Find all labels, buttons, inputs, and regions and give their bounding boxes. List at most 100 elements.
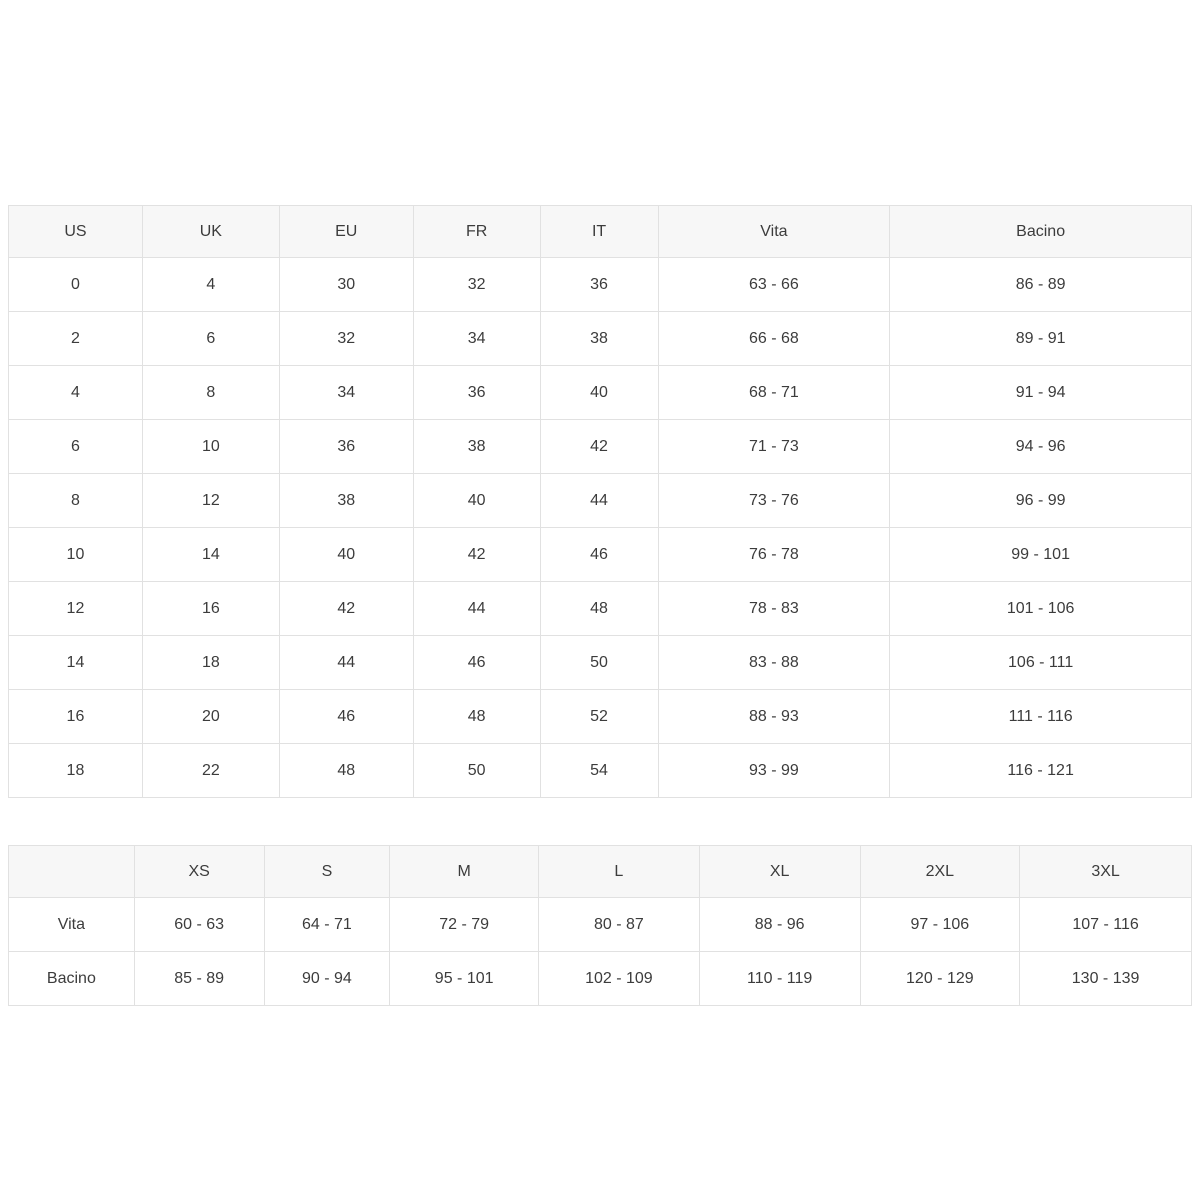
table-cell: 42 bbox=[539, 419, 659, 474]
table-cell: 116 - 121 bbox=[889, 743, 1192, 798]
column-header: IT bbox=[539, 205, 659, 258]
table-cell: 32 bbox=[278, 311, 414, 366]
table-row: 8 12 38 40 44 73 - 76 96 - 99 bbox=[8, 473, 1192, 528]
letter-size-measurements-table: XS S M L XL 2XL 3XL Vita 60 - 63 64 - 71 72 - 79 8… bbox=[8, 845, 1192, 1006]
table-cell: 91 - 94 bbox=[889, 365, 1192, 420]
table-cell: 38 bbox=[412, 419, 541, 474]
table-cell: 4 bbox=[141, 257, 280, 312]
column-header: FR bbox=[412, 205, 541, 258]
table-cell: 130 - 139 bbox=[1019, 951, 1192, 1006]
table-cell: 46 bbox=[539, 527, 659, 582]
table-cell: 6 bbox=[8, 419, 143, 474]
table-row: 0 4 30 32 36 63 - 66 86 - 89 bbox=[8, 257, 1192, 312]
table-cell: 95 - 101 bbox=[389, 951, 539, 1006]
size-conversion-table: US UK EU FR IT Vita Bacino 0 4 30 32 36 63 - 66 86 -… bbox=[8, 205, 1192, 798]
table-cell: 2 bbox=[8, 311, 143, 366]
table-cell: 63 - 66 bbox=[657, 257, 891, 312]
table-cell: 38 bbox=[278, 473, 414, 528]
column-header: EU bbox=[278, 205, 414, 258]
header-row: XS S M L XL 2XL 3XL bbox=[8, 845, 1192, 898]
table-cell: 14 bbox=[141, 527, 280, 582]
table-cell: 4 bbox=[8, 365, 143, 420]
letter-size-table-header: XS S M L XL 2XL 3XL bbox=[8, 845, 1192, 898]
table-cell: 20 bbox=[141, 689, 280, 744]
table-cell: 66 - 68 bbox=[657, 311, 891, 366]
table-row: 6 10 36 38 42 71 - 73 94 - 96 bbox=[8, 419, 1192, 474]
table-cell: 44 bbox=[539, 473, 659, 528]
column-header: 3XL bbox=[1019, 845, 1192, 898]
table-cell: 97 - 106 bbox=[859, 897, 1021, 952]
table-cell: 93 - 99 bbox=[657, 743, 891, 798]
table-cell: 40 bbox=[412, 473, 541, 528]
table-cell: 96 - 99 bbox=[889, 473, 1192, 528]
table-cell: 88 - 93 bbox=[657, 689, 891, 744]
table-cell: 80 - 87 bbox=[538, 897, 700, 952]
table-cell: 8 bbox=[141, 365, 280, 420]
table-cell: 68 - 71 bbox=[657, 365, 891, 420]
table-cell: 101 - 106 bbox=[889, 581, 1192, 636]
table-row: Bacino 85 - 89 90 - 94 95 - 101 102 - 109 110… bbox=[8, 951, 1192, 1006]
table-cell: 18 bbox=[141, 635, 280, 690]
table-cell: 89 - 91 bbox=[889, 311, 1192, 366]
column-header: L bbox=[538, 845, 700, 898]
table-cell: 42 bbox=[278, 581, 414, 636]
table-cell: 78 - 83 bbox=[657, 581, 891, 636]
table-cell: 36 bbox=[412, 365, 541, 420]
column-header: Bacino bbox=[889, 205, 1192, 258]
table-cell: 83 - 88 bbox=[657, 635, 891, 690]
table-cell: 18 bbox=[8, 743, 143, 798]
table-cell: 99 - 101 bbox=[889, 527, 1192, 582]
table-cell: 12 bbox=[8, 581, 143, 636]
table-cell: 32 bbox=[412, 257, 541, 312]
table-cell: 72 - 79 bbox=[389, 897, 539, 952]
table-cell: 106 - 111 bbox=[889, 635, 1192, 690]
column-header: XL bbox=[698, 845, 861, 898]
table-row: 18 22 48 50 54 93 - 99 116 - 121 bbox=[8, 743, 1192, 798]
table-cell: 0 bbox=[8, 257, 143, 312]
table-row: 16 20 46 48 52 88 - 93 111 - 116 bbox=[8, 689, 1192, 744]
table-cell: 12 bbox=[141, 473, 280, 528]
table-cell: 30 bbox=[278, 257, 414, 312]
table-cell: 50 bbox=[412, 743, 541, 798]
page: US UK EU FR IT Vita Bacino 0 4 30 32 36 63 - 66 86 -… bbox=[8, 205, 1192, 1006]
table-cell: 85 - 89 bbox=[133, 951, 265, 1006]
column-header: Vita bbox=[657, 205, 891, 258]
column-header: XS bbox=[133, 845, 265, 898]
table-cell: 48 bbox=[539, 581, 659, 636]
table-cell: 73 - 76 bbox=[657, 473, 891, 528]
table-cell: 34 bbox=[412, 311, 541, 366]
table-cell: 10 bbox=[141, 419, 280, 474]
column-header: 2XL bbox=[859, 845, 1021, 898]
table-cell: 52 bbox=[539, 689, 659, 744]
table-cell: 102 - 109 bbox=[538, 951, 700, 1006]
table-cell: 76 - 78 bbox=[657, 527, 891, 582]
column-header: M bbox=[389, 845, 539, 898]
table-cell: 16 bbox=[141, 581, 280, 636]
table-cell: 88 - 96 bbox=[698, 897, 861, 952]
table-cell: 14 bbox=[8, 635, 143, 690]
table-cell: 71 - 73 bbox=[657, 419, 891, 474]
table-cell: Bacino bbox=[8, 951, 135, 1006]
table-cell: 111 - 116 bbox=[889, 689, 1192, 744]
column-header bbox=[8, 845, 135, 898]
table-cell: 44 bbox=[278, 635, 414, 690]
table-cell: Vita bbox=[8, 897, 135, 952]
table-cell: 54 bbox=[539, 743, 659, 798]
table-row: 12 16 42 44 48 78 - 83 101 - 106 bbox=[8, 581, 1192, 636]
table-cell: 94 - 96 bbox=[889, 419, 1192, 474]
table-cell: 44 bbox=[412, 581, 541, 636]
letter-size-table-body: Vita 60 - 63 64 - 71 72 - 79 80 - 87 88 - 96 9… bbox=[8, 897, 1192, 1006]
table-cell: 8 bbox=[8, 473, 143, 528]
table-cell: 22 bbox=[141, 743, 280, 798]
table-cell: 60 - 63 bbox=[133, 897, 265, 952]
table-cell: 46 bbox=[412, 635, 541, 690]
table-cell: 42 bbox=[412, 527, 541, 582]
table-row: 4 8 34 36 40 68 - 71 91 - 94 bbox=[8, 365, 1192, 420]
column-header: UK bbox=[141, 205, 280, 258]
table-cell: 110 - 119 bbox=[698, 951, 861, 1006]
header-row: US UK EU FR IT Vita Bacino bbox=[8, 205, 1192, 258]
size-conversion-table-body: 0 4 30 32 36 63 - 66 86 - 89 2 6 32 34 38 66 - 68 89 … bbox=[8, 257, 1192, 798]
table-cell: 16 bbox=[8, 689, 143, 744]
table-cell: 10 bbox=[8, 527, 143, 582]
table-cell: 64 - 71 bbox=[263, 897, 391, 952]
